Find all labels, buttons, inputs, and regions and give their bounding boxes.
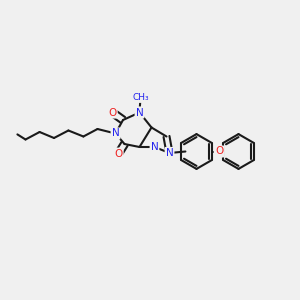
- Text: O: O: [215, 146, 223, 157]
- Text: N: N: [136, 107, 143, 118]
- Text: N: N: [112, 128, 119, 139]
- Text: O: O: [114, 148, 123, 159]
- Text: N: N: [166, 148, 173, 158]
- Text: N: N: [151, 142, 158, 152]
- Text: O: O: [108, 107, 117, 118]
- Text: CH₃: CH₃: [132, 93, 149, 102]
